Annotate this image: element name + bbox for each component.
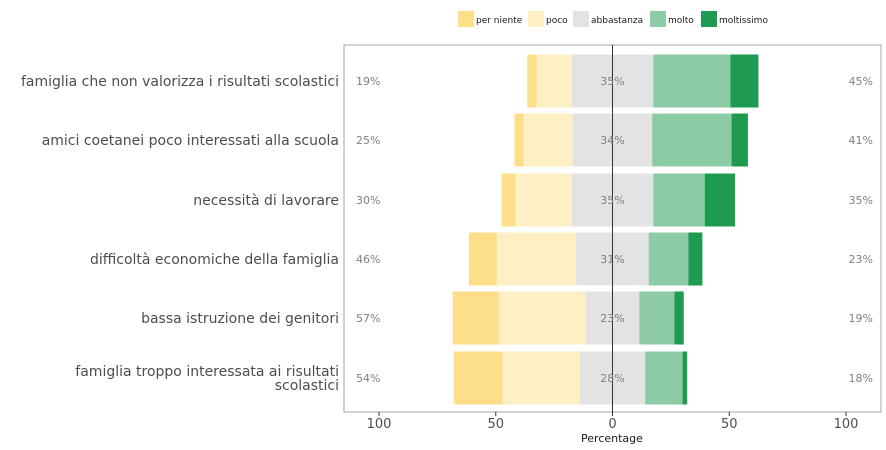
neutral-percent-label: 34% — [600, 134, 624, 147]
right-percent-label: 41% — [849, 134, 873, 147]
category-label: famiglia che non valorizza i risultati s… — [21, 74, 339, 90]
right-percent-label: 23% — [849, 253, 873, 266]
x-axis-title: Percentage — [581, 432, 643, 445]
category-labels: famiglia che non valorizza i risultati s… — [21, 74, 339, 394]
bar-segment-molto — [653, 54, 731, 108]
legend-label: molto — [668, 16, 694, 26]
right-percent-label: 19% — [849, 312, 873, 325]
bar-segment-poco — [502, 351, 580, 405]
x-tick-label: 0 — [608, 417, 616, 432]
legend-label: per niente — [476, 16, 523, 26]
x-tick-label: 100 — [367, 417, 392, 432]
bar-segment-poco — [499, 291, 586, 345]
legend-label: moltissimo — [719, 16, 768, 26]
bar-segment-moltissimo — [730, 54, 759, 108]
bar-segment-per-niente — [468, 232, 497, 286]
bar-segment-per-niente — [527, 54, 537, 108]
bar-segment-per-niente — [514, 113, 524, 167]
bar-segment-per-niente — [452, 291, 500, 345]
right-percent-label: 35% — [849, 194, 873, 207]
x-tick-label: 50 — [721, 417, 738, 432]
category-label: difficoltà economiche della famiglia — [90, 252, 339, 268]
left-percent-label: 25% — [356, 134, 380, 147]
neutral-percent-label: 35% — [600, 75, 624, 88]
bar-segment-moltissimo — [674, 291, 684, 345]
category-label: bassa istruzione dei genitori — [141, 311, 339, 327]
bar-segment-poco — [496, 232, 577, 286]
x-axis: 100 50 0 50 100 — [367, 412, 859, 432]
x-tick-label: 50 — [487, 417, 504, 432]
neutral-percent-label: 31% — [600, 253, 624, 266]
left-percent-label: 57% — [356, 312, 380, 325]
legend-key-moltissimo — [701, 11, 717, 27]
bar-segment-poco — [523, 113, 573, 167]
bar-segment-moltissimo — [688, 232, 703, 286]
right-percent-label: 45% — [849, 75, 873, 88]
bar-segment-molto — [639, 291, 675, 345]
left-percent-label: 46% — [356, 253, 380, 266]
bar-segment-poco — [536, 54, 572, 108]
category-label: necessità di lavorare — [193, 193, 339, 209]
neutral-percent-label: 28% — [600, 372, 624, 385]
legend-key-abbastanza — [573, 11, 589, 27]
bar-segment-molto — [645, 351, 683, 405]
legend-label: poco — [546, 16, 568, 26]
left-percent-label: 54% — [356, 372, 380, 385]
legend-label: abbastanza — [591, 16, 643, 26]
bar-segment-molto — [653, 173, 705, 227]
percent-labels: 19% 35% 45% 25% 34% 41% 30% 35% 35% 46% 31% 23% 57% 2… — [356, 75, 873, 385]
legend-key-molto — [650, 11, 666, 27]
bar-segment-moltissimo — [704, 173, 736, 227]
category-label: amici coetanei poco interessati alla scu… — [42, 133, 339, 149]
legend-key-poco — [528, 11, 544, 27]
legend-key-per-niente — [458, 11, 474, 27]
x-tick-label: 100 — [834, 417, 859, 432]
bar-segment-poco — [515, 173, 572, 227]
bar-segment-moltissimo — [682, 351, 688, 405]
bar-segment-molto — [652, 113, 732, 167]
neutral-percent-label: 35% — [600, 194, 624, 207]
bar-segment-per-niente — [501, 173, 516, 227]
neutral-percent-label: 23% — [600, 312, 624, 325]
bar-segment-per-niente — [453, 351, 503, 405]
category-label: famiglia troppo interessata ai risultati… — [75, 364, 339, 394]
bar-segment-moltissimo — [731, 113, 748, 167]
right-percent-label: 18% — [849, 372, 873, 385]
left-percent-label: 30% — [356, 194, 380, 207]
bar-segment-molto — [648, 232, 689, 286]
legend: per niente poco abbastanza molto moltissimo — [458, 11, 768, 27]
left-percent-label: 19% — [356, 75, 380, 88]
